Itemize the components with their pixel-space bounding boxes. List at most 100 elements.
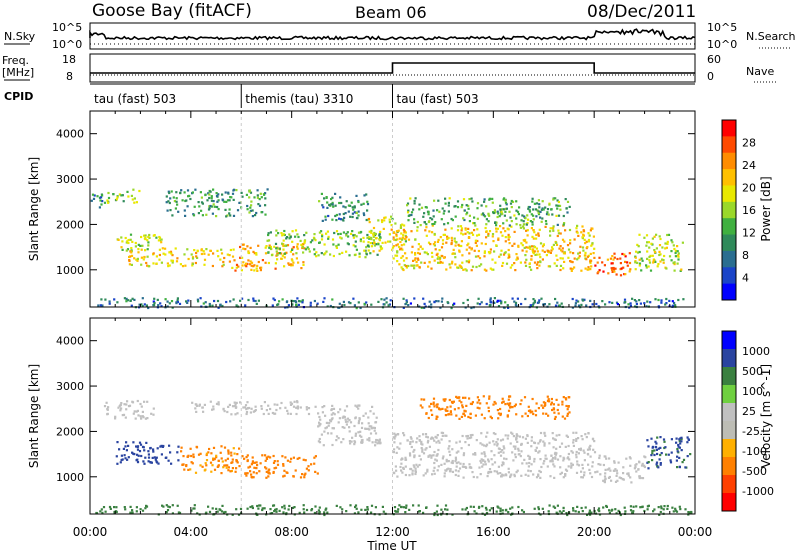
heatmap-cell: [175, 302, 178, 305]
heatmap-cell: [161, 504, 164, 507]
heatmap-cell: [384, 241, 387, 244]
heatmap-cell: [412, 464, 415, 467]
heatmap-cell: [462, 396, 465, 399]
heatmap-cell: [388, 221, 391, 224]
heatmap-cell: [281, 254, 284, 257]
freq-unit: [MHz]: [2, 66, 34, 79]
heatmap-cell: [203, 403, 206, 406]
heatmap-cell: [233, 405, 236, 408]
heatmap-cell: [506, 415, 509, 418]
heatmap-cell: [444, 228, 447, 231]
heatmap-cell: [436, 240, 440, 243]
heatmap-cell: [526, 441, 529, 444]
heatmap-cell: [430, 251, 434, 254]
heatmap-cell: [664, 242, 667, 245]
heatmap-cell: [359, 306, 362, 310]
heatmap-cell: [577, 464, 581, 467]
heatmap-cell: [648, 246, 651, 249]
noise-panel: N.Sky 10^5 10^0 10^5 10^0 N.Search: [4, 21, 796, 51]
heatmap-cell: [669, 461, 673, 464]
heatmap-cell: [317, 254, 320, 257]
heatmap-cell: [215, 194, 219, 197]
heatmap-cell: [417, 243, 420, 246]
heatmap-cell: [515, 433, 518, 436]
heatmap-cell: [435, 300, 438, 303]
heatmap-cell: [402, 506, 406, 509]
heatmap-cell: [477, 255, 480, 258]
heatmap-cell: [167, 190, 170, 193]
heatmap-cell: [242, 261, 245, 264]
heatmap-cell: [451, 260, 454, 263]
heatmap-cell: [606, 258, 609, 261]
heatmap-cell: [548, 203, 551, 206]
heatmap-cell: [563, 252, 566, 255]
heatmap-cell: [395, 510, 398, 513]
heatmap-cell: [230, 451, 233, 454]
heatmap-cell: [470, 231, 473, 234]
heatmap-cell: [350, 440, 353, 443]
heatmap-cell: [222, 263, 225, 266]
heatmap-cell: [101, 511, 104, 514]
heatmap-cell: [535, 446, 538, 449]
heatmap-cell: [372, 242, 376, 245]
heatmap-cell: [377, 243, 380, 246]
heatmap-cell: [451, 459, 454, 463]
heatmap-cell: [191, 191, 194, 194]
heatmap-cell: [531, 200, 534, 203]
heatmap-cell: [118, 193, 121, 196]
heatmap-cell: [295, 406, 298, 409]
heatmap-cell: [533, 457, 536, 461]
heatmap-cell: [418, 463, 421, 467]
heatmap-cell: [678, 438, 681, 441]
heatmap-cell: [538, 253, 541, 256]
heatmap-cell: [338, 213, 341, 216]
heatmap-cell: [536, 261, 540, 264]
heatmap-cell: [559, 257, 562, 260]
colorbar-tick-label: 25: [742, 405, 756, 418]
heatmap-cell: [101, 304, 104, 307]
heatmap-cell: [464, 227, 467, 230]
heatmap-cell: [236, 209, 240, 212]
heatmap-cell: [246, 507, 249, 510]
heatmap-cell: [264, 246, 267, 249]
heatmap-cell: [120, 402, 123, 405]
heatmap-cell: [276, 303, 279, 306]
heatmap-cell: [413, 258, 417, 261]
heatmap-cell: [241, 195, 244, 198]
heatmap-cell: [330, 203, 333, 206]
heatmap-cell: [527, 405, 530, 408]
heatmap-cell: [581, 510, 584, 513]
heatmap-cell: [407, 238, 411, 241]
heatmap-cell: [440, 463, 443, 466]
heatmap-cell: [128, 255, 131, 259]
heatmap-cell: [216, 299, 220, 303]
heatmap-cell: [252, 476, 255, 479]
heatmap-cell: [272, 504, 276, 507]
heatmap-cell: [398, 447, 401, 450]
heatmap-cell: [432, 209, 435, 212]
heatmap-cell: [406, 202, 410, 205]
heatmap-cell: [148, 265, 151, 268]
heatmap-cell: [660, 507, 663, 510]
heatmap-cell: [408, 452, 412, 455]
heatmap-cell: [253, 269, 256, 272]
heatmap-cell: [143, 303, 146, 306]
heatmap-cell: [168, 201, 171, 205]
heatmap-cell: [400, 266, 403, 269]
heatmap-cell: [275, 247, 278, 250]
heatmap-cell: [485, 205, 488, 208]
heatmap-cell: [383, 216, 386, 219]
heatmap-cell: [534, 208, 538, 211]
heatmap-cell: [548, 442, 551, 445]
heatmap-cell: [191, 256, 195, 259]
heatmap-cell: [235, 189, 238, 192]
heatmap-cell: [547, 213, 550, 216]
heatmap-cell: [318, 510, 321, 514]
heatmap-cell: [593, 440, 596, 443]
heatmap-cell: [325, 426, 328, 429]
heatmap-cell: [546, 399, 550, 403]
heatmap-cell: [455, 395, 458, 398]
heatmap-cell: [423, 398, 426, 401]
heatmap-cell: [553, 438, 556, 441]
heatmap-cell: [239, 256, 242, 259]
